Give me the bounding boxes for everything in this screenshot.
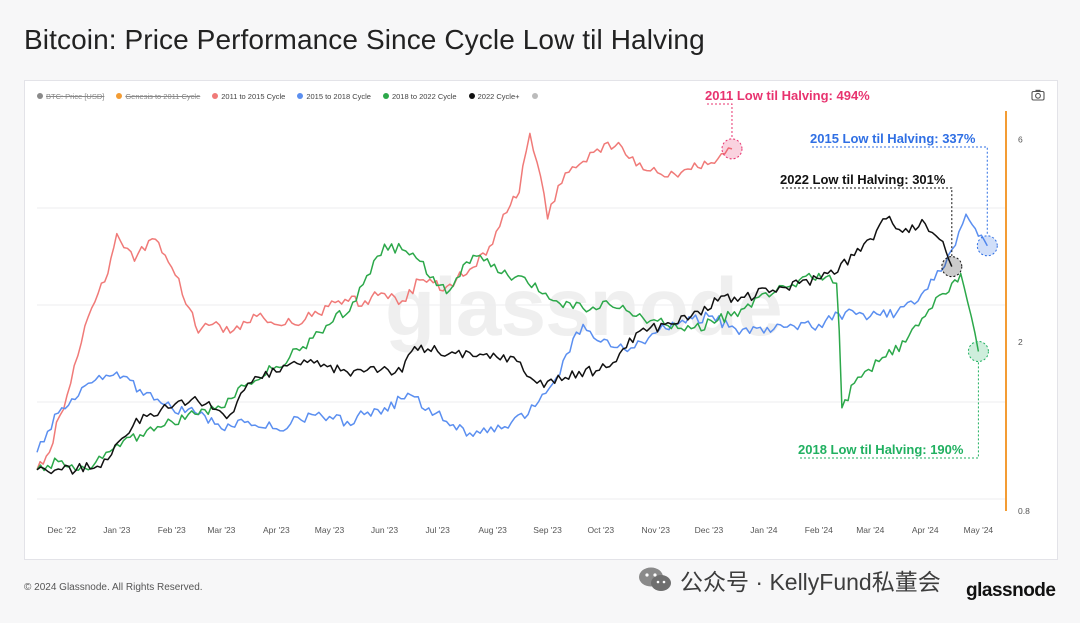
legend-label: 2022 Cycle+ (477, 91, 520, 101)
annotation-label: 2015 Low til Halving: 337% (810, 131, 976, 146)
camera-icon[interactable] (1031, 89, 1045, 101)
x-tick-label: Apr '24 (912, 525, 939, 535)
legend-swatch (531, 93, 538, 99)
watermark-label: 公众号 · KellyFund私董会 (680, 569, 941, 595)
annotation-label: 2018 Low til Halving: 190% (798, 442, 964, 457)
chart-card: glassnode BTC: Price [USD] Genesis to 201… (24, 80, 1058, 560)
x-tick-label: Jan '23 (103, 525, 130, 535)
series-line (36, 213, 988, 453)
legend-swatch (297, 93, 304, 99)
legend-label: 2015 to 2018 Cycle (306, 91, 371, 101)
legend-item[interactable]: BTC: Price [USD] (37, 92, 104, 101)
x-tick-label: Jul '23 (426, 525, 451, 535)
y-tick-label: 2 (1018, 337, 1023, 347)
legend-swatch (468, 93, 475, 99)
chart-legend: BTC: Price [USD] Genesis to 2011 Cycle 201… (37, 89, 541, 103)
legend-item[interactable]: 2011 to 2015 Cycle (212, 92, 285, 101)
x-tick-label: Apr '23 (263, 525, 290, 535)
x-tick-label: Mar '24 (856, 525, 884, 535)
annotation-marker (721, 138, 743, 160)
x-tick-label: Jan '24 (750, 525, 777, 535)
x-tick-label: May '23 (315, 525, 345, 535)
legend-swatch (212, 93, 219, 99)
legend-item[interactable]: 2015 to 2018 Cycle (297, 92, 371, 101)
legend-swatch (116, 93, 123, 99)
y-tick-label: 6 (1018, 134, 1023, 144)
series-line (36, 215, 953, 475)
x-tick-label: Mar '23 (207, 525, 235, 535)
page-title: Bitcoin: Price Performance Since Cycle L… (24, 24, 705, 55)
series-line (36, 242, 980, 472)
annotation-label: 2011 Low til Halving: 494% (705, 88, 870, 103)
legend-item[interactable]: 2018 to 2022 Cycle (382, 91, 457, 101)
legend-label: 2011 to 2015 Cycle (221, 91, 286, 101)
x-tick-label: Sep '23 (533, 525, 562, 535)
legend-item[interactable]: Genesis to 2011 Cycle (116, 92, 200, 101)
annotation-connector (812, 146, 988, 236)
y-tick-label: 0.8 (1018, 506, 1030, 516)
legend-label: Genesis to 2011 Cycle (125, 91, 201, 101)
brand-logo: glassnode (966, 580, 1056, 601)
legend-label: BTC: Price [USD] (46, 91, 105, 101)
x-tick-label: Dec '23 (695, 525, 724, 535)
wechat-watermark: 公众号 · KellyFund私董会 (638, 563, 941, 597)
x-tick-label: Dec '22 (48, 525, 77, 535)
series-line (36, 132, 733, 471)
annotation-connector (707, 103, 733, 139)
annotation-connector (782, 187, 953, 257)
legend-swatch (37, 93, 43, 99)
x-tick-label: Feb '24 (805, 525, 833, 535)
x-tick-label: Aug '23 (478, 525, 507, 535)
x-tick-label: May '24 (964, 525, 994, 535)
annotation-label: 2022 Low til Halving: 301% (780, 172, 946, 187)
legend-item[interactable]: 2022 Cycle+ (468, 91, 520, 101)
x-tick-label: Jun '23 (371, 525, 398, 535)
copyright-text: © 2024 Glassnode. All Rights Reserved. (24, 582, 203, 593)
annotation-marker (941, 256, 963, 278)
legend-label: 2018 to 2022 Cycle (391, 91, 457, 101)
annotation-marker (976, 235, 998, 257)
wechat-icon (639, 567, 671, 591)
annotation-marker (967, 340, 989, 362)
x-tick-label: Nov '23 (641, 525, 670, 535)
legend-item[interactable] (531, 93, 541, 99)
x-tick-label: Feb '23 (158, 525, 186, 535)
chart-plot: Dec '22 Jan '23 Feb '23 Mar '23 Apr '23 May '… (36, 88, 1030, 535)
legend-swatch (382, 93, 389, 99)
x-tick-label: Oct '23 (587, 525, 614, 535)
